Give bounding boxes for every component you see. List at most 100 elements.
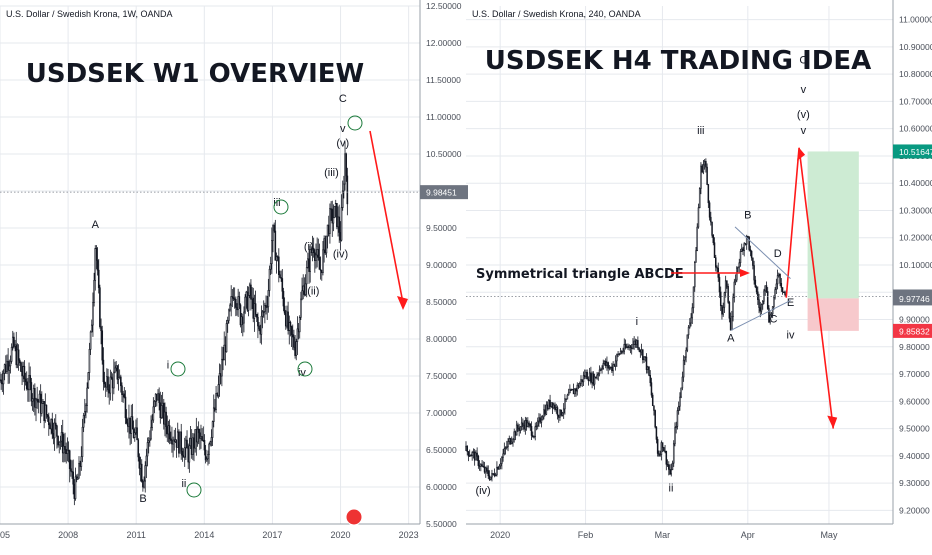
candle-body [508, 438, 511, 442]
candle-body [520, 422, 523, 428]
candle-body [0, 379, 2, 384]
candle-body [194, 429, 196, 449]
candle-body [192, 437, 194, 455]
candle-body [128, 417, 130, 427]
x-tick-label: 2008 [58, 530, 78, 540]
candle-body [548, 399, 550, 409]
candle-body [665, 450, 668, 465]
price-tag-label: 9.97746 [899, 294, 930, 304]
candle-body [66, 449, 69, 454]
candle-body [298, 317, 301, 333]
candle-body [38, 393, 41, 403]
candle-body [522, 422, 524, 426]
candle-body [84, 411, 86, 416]
candle-body [640, 349, 643, 353]
candle-body [621, 351, 623, 353]
candle-body [221, 358, 223, 377]
candle-body [315, 254, 317, 261]
y-tick-label: 10.30000 [899, 205, 932, 215]
candle-body [142, 481, 144, 488]
candle-body [768, 308, 770, 323]
candle-body [272, 224, 274, 241]
x-tick-label: Feb [578, 530, 594, 540]
candle-body [152, 406, 155, 421]
candle-body [153, 401, 156, 408]
candle-body [287, 311, 289, 332]
wave-label: B [139, 493, 146, 505]
candle-body [755, 286, 758, 293]
candle-body [205, 458, 208, 461]
candle-body [607, 362, 609, 369]
triangle-upper-line [734, 226, 791, 279]
candle-body [587, 378, 590, 382]
candle-body [669, 469, 671, 475]
candle-body [614, 360, 617, 367]
candle-body [67, 449, 70, 452]
candle-body [266, 306, 268, 308]
y-tick-label: 10.80000 [899, 69, 932, 79]
candle-body [160, 405, 163, 419]
candle-body [94, 248, 97, 281]
candle-body [553, 404, 555, 409]
candle-body [163, 402, 165, 425]
candle-body [581, 379, 583, 383]
candle-body [680, 387, 682, 398]
y-tick-label: 9.50000 [426, 223, 457, 233]
candle-body [744, 243, 747, 245]
candle-body [72, 471, 74, 485]
candle-body [211, 421, 214, 438]
candle-body [171, 440, 173, 445]
candle-body [218, 373, 221, 385]
candle-body [760, 304, 763, 312]
wave-label: A [92, 219, 100, 231]
candle-body [648, 366, 650, 376]
candle-body [659, 454, 661, 456]
candle-body [661, 442, 664, 448]
candle-body [543, 409, 545, 418]
candle-body [618, 353, 621, 355]
candle-body [271, 240, 273, 264]
wave-label: iii [697, 125, 704, 137]
candle-body [45, 404, 48, 416]
candle-body [236, 307, 238, 311]
candle-body [345, 153, 347, 177]
candle-body [690, 317, 692, 324]
candle-body [147, 440, 150, 443]
candle-body [208, 443, 210, 455]
candle-body [70, 468, 72, 472]
candle-body [334, 203, 337, 207]
candle-body [612, 364, 614, 372]
y-tick-label: 9.60000 [899, 396, 930, 406]
candle-body [687, 326, 690, 336]
candle-body [663, 447, 665, 452]
candle-body [705, 161, 707, 168]
candle-body [244, 296, 246, 313]
candle-body [559, 409, 561, 418]
candle-body [78, 463, 80, 479]
wave-label: ii [669, 482, 674, 494]
candle-body [696, 226, 698, 252]
candle-body [676, 410, 679, 427]
candle-body [515, 424, 518, 436]
candle-body [150, 427, 152, 440]
candle-body [278, 256, 280, 276]
candle-body [123, 393, 126, 398]
candle-body [763, 290, 765, 302]
candle-body [250, 284, 252, 300]
candle-body [476, 452, 478, 457]
candle-body [140, 463, 143, 482]
candle-body [222, 358, 224, 361]
candle-body [779, 273, 781, 284]
candle-body [64, 446, 66, 450]
candle-body [138, 456, 141, 469]
candle-body [190, 438, 193, 455]
candle-body [706, 166, 708, 185]
candle-body [483, 466, 486, 473]
candle-body [544, 409, 546, 415]
candle-body [588, 372, 591, 382]
candle-body [710, 216, 712, 223]
candle-body [131, 416, 134, 430]
candle-body [628, 345, 630, 348]
candle-body [692, 286, 695, 309]
candle-body [555, 407, 558, 411]
